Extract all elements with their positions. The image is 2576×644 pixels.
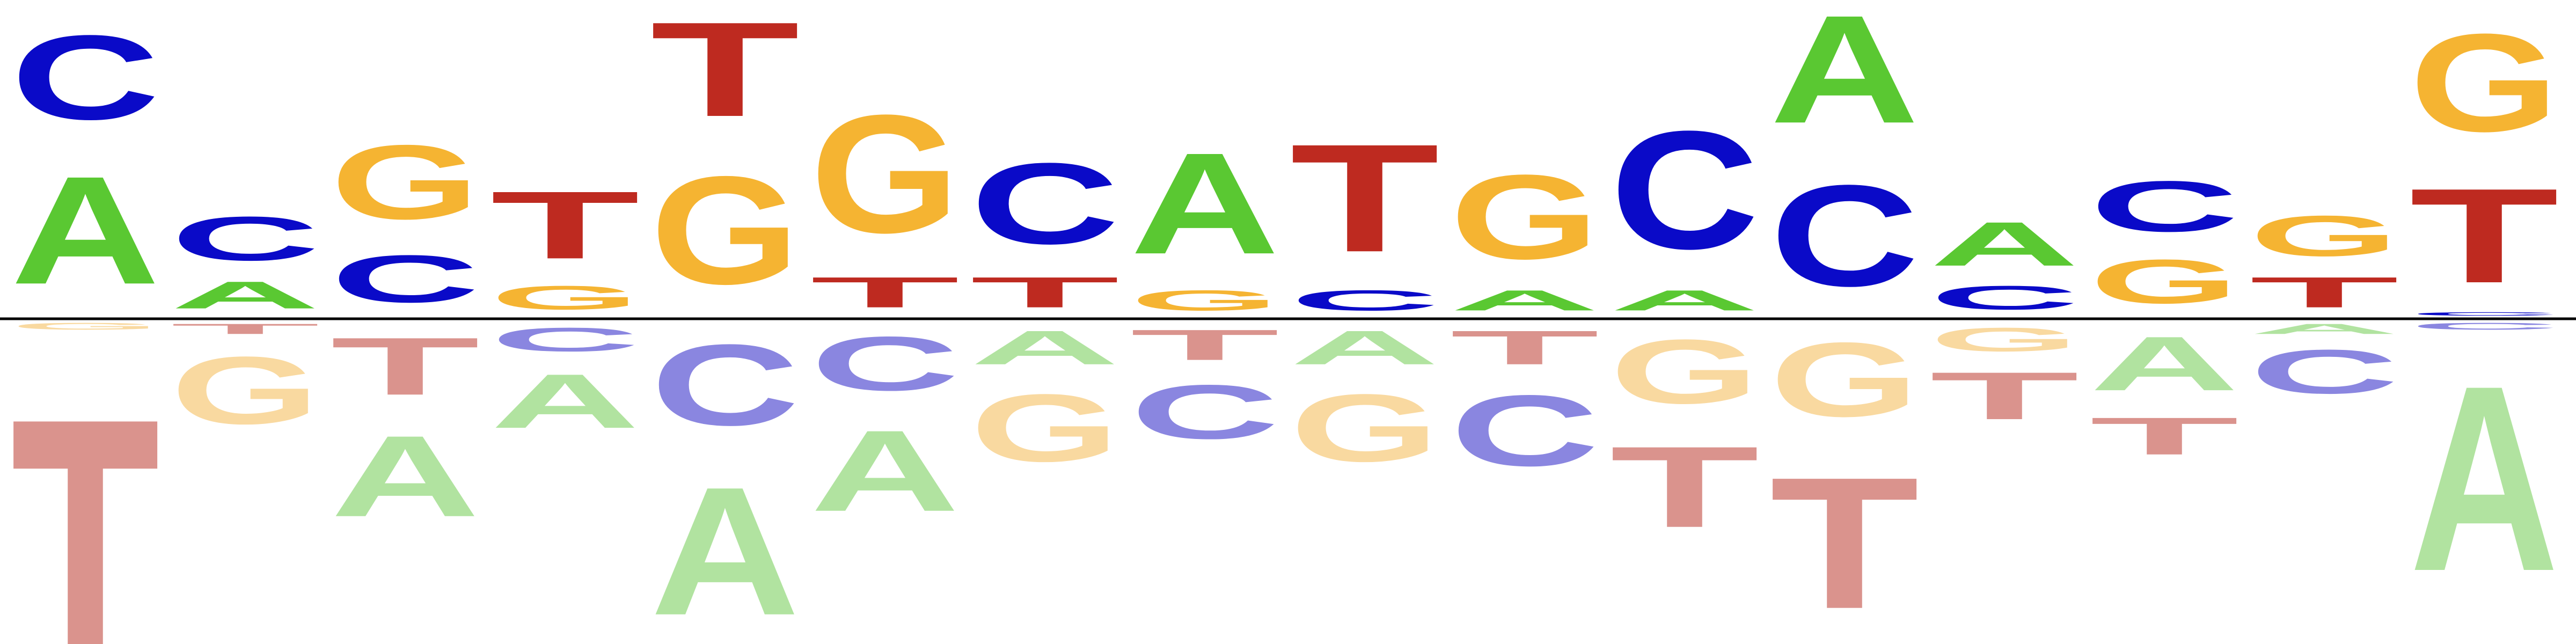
letter-C-pos16-below: C	[2410, 321, 2559, 332]
letter-C-pos14-above: C	[2090, 166, 2239, 247]
letter-A-pos3-below: A	[331, 412, 480, 541]
letter-T-pos9-above: T	[1290, 112, 1439, 284]
letter-A-pos4-below: A	[491, 358, 640, 444]
letter-G-pos11-below: G	[1610, 321, 1759, 423]
letter-A-pos2-above: A	[171, 274, 320, 317]
letter-G-pos8-above: G	[1130, 284, 1279, 317]
letter-T-pos8-below: T	[1130, 321, 1279, 369]
letter-T-pos2-below: T	[171, 321, 320, 337]
letter-G-pos5-above: G	[650, 144, 800, 317]
letter-T-pos14-below: T	[2090, 407, 2239, 466]
letter-G-pos1-below: G	[11, 321, 160, 332]
letter-C-pos3-above: C	[331, 241, 480, 316]
letter-C-pos6-below: C	[810, 320, 960, 407]
letter-G-pos12-below: G	[1770, 321, 1919, 439]
letter-C-pos9-above: C	[1290, 284, 1439, 317]
letter-G-pos14-above: G	[2090, 247, 2239, 317]
letter-G-pos6-above: G	[810, 80, 960, 268]
letter-T-pos3-below: T	[331, 320, 480, 412]
letter-A-pos16-below: A	[2410, 330, 2559, 626]
letter-C-pos15-below: C	[2250, 337, 2399, 407]
logo-letters: ACGTACTGCGTAGTCAGTCATGCATCAGGATCCTAGAGTC…	[11, 0, 2559, 644]
letter-A-pos11-above: A	[1610, 284, 1759, 317]
letter-C-pos8-below: C	[1130, 369, 1279, 455]
letter-A-pos15-below: A	[2250, 321, 2399, 337]
letter-A-pos7-below: A	[970, 321, 1119, 375]
letter-A-pos1-above: A	[11, 144, 160, 316]
letter-G-pos16-above: G	[2410, 5, 2559, 160]
letter-A-pos5-below: A	[650, 449, 800, 644]
letter-G-pos13-below: G	[1930, 321, 2079, 358]
letter-T-pos15-above: T	[2250, 268, 2399, 317]
letter-T-pos1-below: T	[11, 330, 160, 644]
letter-T-pos4-above: T	[491, 172, 640, 279]
letter-A-pos14-below: A	[2090, 320, 2239, 407]
letter-C-pos1-above: C	[11, 10, 160, 145]
letter-T-pos6-above: T	[810, 268, 960, 317]
letter-G-pos9-below: G	[1290, 374, 1439, 481]
letter-G-pos15-above: G	[2250, 203, 2399, 268]
letter-T-pos5-above: T	[650, 0, 800, 144]
letter-T-pos16-above: T	[2410, 160, 2559, 311]
letter-C-pos16-above: C	[2410, 311, 2559, 317]
letter-T-pos10-below: T	[1450, 321, 1599, 375]
letter-C-pos5-below: C	[650, 321, 800, 450]
letter-A-pos13-above: A	[1930, 209, 2079, 279]
letter-A-pos12-above: A	[1770, 0, 1919, 155]
letter-C-pos7-above: C	[970, 140, 1119, 268]
letter-G-pos7-below: G	[970, 374, 1119, 481]
letter-T-pos12-below: T	[1770, 438, 1919, 644]
letter-G-pos10-above: G	[1450, 150, 1599, 284]
letter-T-pos7-above: T	[970, 268, 1119, 317]
letter-C-pos4-below: C	[491, 321, 640, 358]
letter-A-pos6-below: A	[810, 407, 960, 536]
letter-A-pos9-below: A	[1290, 321, 1439, 375]
letter-T-pos11-below: T	[1610, 423, 1759, 552]
letter-A-pos8-above: A	[1130, 123, 1279, 284]
letter-A-pos10-above: A	[1450, 284, 1599, 317]
letter-C-pos13-above: C	[1930, 279, 2079, 317]
letter-C-pos11-above: C	[1610, 96, 1759, 284]
letter-T-pos13-below: T	[1930, 358, 2079, 433]
letter-G-pos3-above: G	[331, 123, 480, 241]
letter-G-pos4-above: G	[491, 279, 640, 317]
letter-C-pos10-below: C	[1450, 375, 1599, 487]
letter-C-pos2-above: C	[171, 204, 320, 274]
letter-G-pos2-below: G	[171, 336, 320, 444]
letter-C-pos12-above: C	[1770, 155, 1919, 317]
